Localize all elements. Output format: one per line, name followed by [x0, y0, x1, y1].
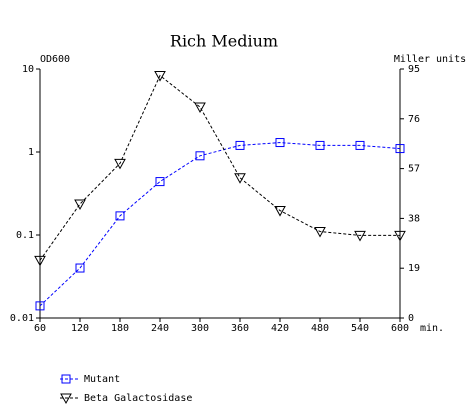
y2-tick-label: 0: [408, 313, 414, 324]
marker: [274, 206, 286, 217]
legend-marker: [61, 374, 71, 384]
marker: [194, 102, 206, 114]
series-line: [39, 142, 401, 307]
y2-tick-label: 76: [408, 114, 420, 125]
marker: [34, 255, 46, 267]
marker: [74, 199, 86, 211]
marker: [235, 140, 245, 150]
marker: [315, 140, 325, 150]
y2-tick-label: 38: [408, 213, 420, 224]
y-tick-label: 10: [22, 64, 34, 75]
x-tick-label: 600: [391, 323, 409, 334]
marker: [195, 151, 205, 161]
legend-marker: [60, 393, 72, 405]
legend-label: Beta Galactosidase: [84, 393, 192, 404]
marker: [35, 301, 45, 311]
y-tick-label: 0.1: [16, 230, 34, 241]
y2-axis-label: Miller units: [394, 54, 466, 65]
y-axis-label: OD600: [40, 54, 70, 65]
series-line: [39, 74, 400, 261]
marker: [355, 140, 365, 150]
x-tick-label: 60: [34, 323, 46, 334]
x-tick-label: 360: [231, 323, 249, 334]
x-axis-label: min.: [420, 323, 444, 334]
x-tick-label: 300: [191, 323, 209, 334]
marker: [155, 177, 165, 187]
x-tick-label: 420: [271, 323, 289, 334]
legend-label: Mutant: [84, 374, 120, 385]
y-tick-label: 0.01: [10, 313, 34, 324]
y2-tick-label: 57: [408, 164, 420, 175]
x-tick-label: 120: [71, 323, 89, 334]
x-tick-label: 480: [311, 323, 329, 334]
x-tick-label: 540: [351, 323, 369, 334]
marker: [395, 144, 405, 154]
marker: [354, 230, 366, 242]
marker: [394, 230, 406, 242]
marker: [75, 263, 85, 273]
y2-tick-label: 19: [408, 263, 420, 274]
chart-title: Rich Medium: [170, 32, 278, 51]
x-tick-label: 240: [151, 323, 169, 334]
marker: [114, 158, 126, 170]
y-tick-label: 1: [28, 147, 34, 158]
marker: [275, 138, 285, 148]
x-tick-label: 180: [111, 323, 129, 334]
marker: [115, 211, 125, 221]
marker: [314, 227, 326, 238]
marker: [234, 173, 246, 184]
y2-tick-label: 95: [408, 64, 420, 75]
marker: [154, 71, 166, 82]
